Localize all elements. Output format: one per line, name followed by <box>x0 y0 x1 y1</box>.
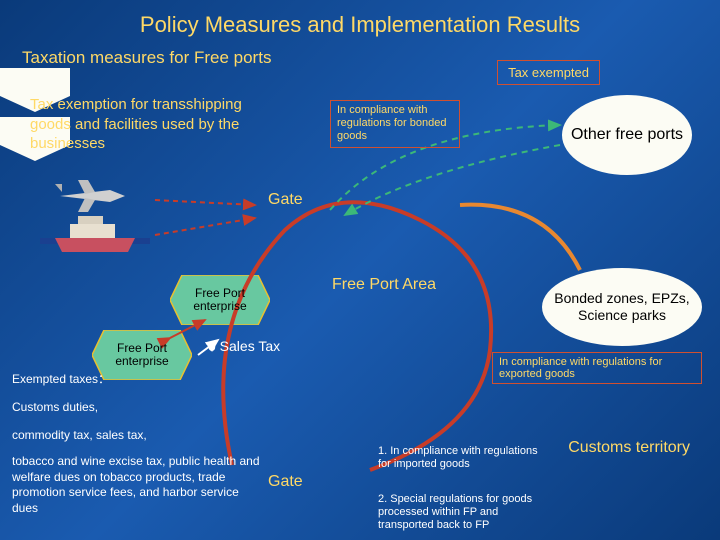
commodity-tax-text: commodity tax, sales tax, <box>12 428 147 442</box>
other-free-ports-ellipse: Other free ports <box>562 95 692 175</box>
tax-exempted-box: Tax exempted <box>497 60 600 85</box>
page-title: Policy Measures and Implementation Resul… <box>0 0 720 38</box>
enterprise-1-label: Free Port enterprise <box>170 287 270 313</box>
exempted-taxes-label: Exempted taxes： <box>12 370 110 387</box>
plane-ship-icon <box>40 178 160 258</box>
red-dash-arrow-1 <box>155 200 255 205</box>
customs-territory-label: Customs territory <box>568 438 690 457</box>
plane-icon <box>55 180 125 212</box>
tobacco-text: tobacco and wine excise tax, public heal… <box>12 454 262 516</box>
ship-icon <box>40 216 150 252</box>
orange-connector-curve <box>460 205 580 270</box>
red-dash-arrow-2 <box>155 218 255 235</box>
sales-tax-label: 0 Sales Tax <box>208 338 280 354</box>
subtitle: Taxation measures for Free ports <box>0 38 720 68</box>
free-port-area-label: Free Port Area <box>332 275 436 296</box>
enterprise-2-label: Free Port enterprise <box>92 342 192 368</box>
gate-label-1: Gate <box>268 191 303 209</box>
compliance-bonded-box: In compliance with regulations for bonde… <box>330 100 460 148</box>
bottom-note-1: 1. In compliance with regulations for im… <box>378 445 543 471</box>
bonded-zones-label: Bonded zones, EPZs, Science parks <box>542 290 702 324</box>
enterprise-1: Free Port enterprise <box>170 275 270 325</box>
customs-territory-text: Customs territory <box>568 439 690 456</box>
free-port-area-text: Free Port Area <box>332 275 436 296</box>
compliance-exported-box: In compliance with regulations for expor… <box>492 352 702 384</box>
bottom-note-2: 2. Special regulations for goods process… <box>378 493 553 533</box>
bonded-zones-ellipse: Bonded zones, EPZs, Science parks <box>542 268 702 346</box>
free-port-boundary-curve <box>223 202 491 470</box>
other-free-ports-label: Other free ports <box>571 125 683 144</box>
gate-label-2: Gate <box>268 473 303 491</box>
description-text: Tax exemption for transshipping goods an… <box>30 95 250 154</box>
customs-duties-text: Customs duties, <box>12 400 98 414</box>
